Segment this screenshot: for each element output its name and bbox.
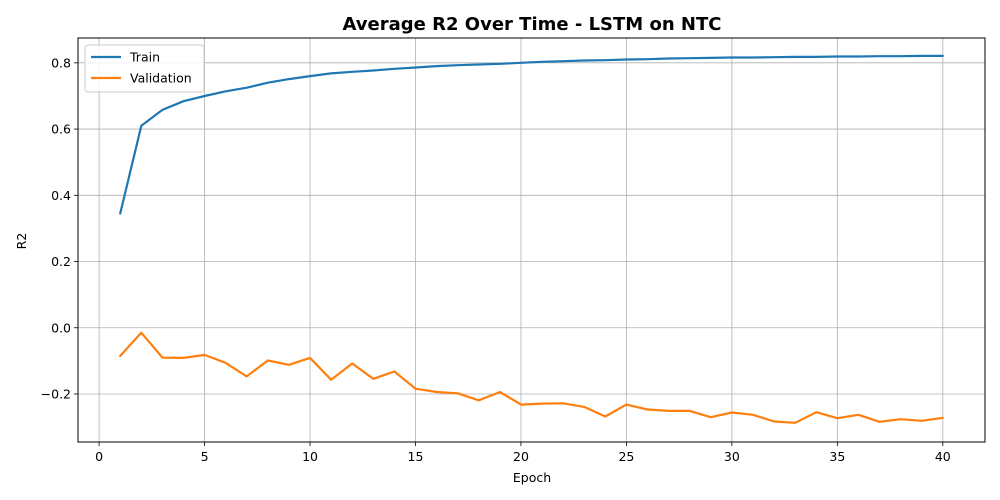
- y-tick-label: 0.2: [51, 254, 71, 269]
- series-validation-line: [119, 331, 944, 424]
- plot-area-frame: [77, 37, 986, 443]
- x-tick-label: 10: [302, 449, 318, 464]
- y-axis-label: R2: [14, 233, 29, 250]
- legend-train-label: Train: [129, 50, 160, 65]
- axis-ticks: 0 5 10 15 20 25 30 35 40 −0.2 0.0 0.2 0.4 0.6 0.8: [41, 55, 951, 464]
- x-tick-label: 20: [513, 449, 529, 464]
- y-tick-label: 0.0: [51, 320, 71, 335]
- y-tick-label: 0.6: [51, 122, 71, 137]
- legend-validation-label: Validation: [130, 71, 192, 86]
- x-tick-label: 15: [408, 449, 424, 464]
- x-tick-label: 25: [618, 449, 634, 464]
- y-tick-label: 0.8: [51, 55, 71, 70]
- legend: Train Validation: [84, 44, 205, 93]
- x-tick-label: 0: [95, 449, 103, 464]
- y-tick-label: 0.4: [51, 188, 71, 203]
- x-tick-label: 40: [935, 449, 951, 464]
- y-tick-label: −0.2: [41, 386, 71, 401]
- x-axis-label: Epoch: [513, 470, 551, 485]
- x-tick-label: 30: [724, 449, 740, 464]
- x-tick-label: 5: [201, 449, 209, 464]
- x-tick-label: 35: [829, 449, 845, 464]
- series-lines: [119, 54, 944, 424]
- series-train-line: [119, 54, 944, 215]
- grid: [78, 38, 985, 442]
- chart-title: Average R2 Over Time - LSTM on NTC: [343, 14, 722, 35]
